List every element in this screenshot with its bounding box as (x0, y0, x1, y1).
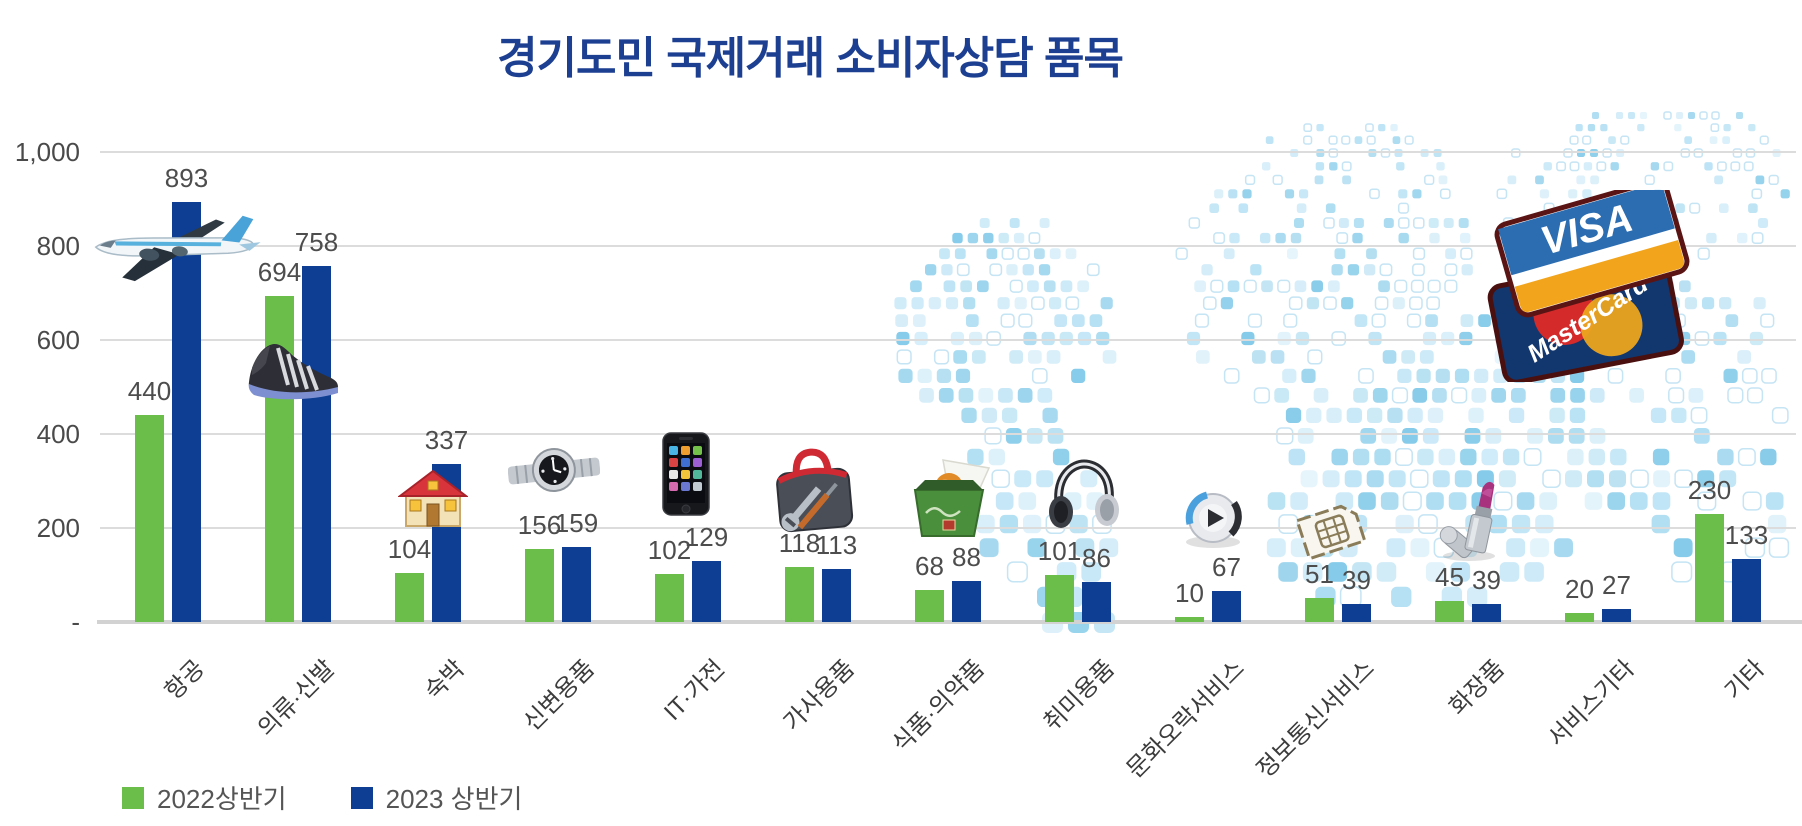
value-label: 440 (127, 376, 172, 407)
bar (692, 561, 721, 622)
value-label: 88 (952, 541, 981, 572)
value-label: 159 (554, 508, 599, 539)
y-axis-tick-label: 1,000 (14, 137, 80, 167)
legend-swatch (122, 786, 144, 809)
legend-label: 2023 상반기 (385, 784, 523, 814)
bar (1695, 513, 1724, 622)
gridline (100, 245, 1796, 247)
airplane-icon (94, 215, 261, 282)
value-label: 758 (294, 226, 339, 257)
gridline (100, 339, 1796, 341)
bar (785, 566, 814, 622)
bar (822, 568, 851, 622)
value-label: 133 (1724, 520, 1769, 551)
chart-title: 경기도민 국제거래 소비자상담 품목 (497, 34, 1124, 83)
bar (1305, 598, 1334, 622)
value-label: 113 (815, 529, 858, 560)
house-icon (398, 469, 468, 527)
value-label: 39 (1472, 564, 1501, 595)
gridline (100, 151, 1796, 153)
bar (562, 547, 591, 622)
value-label: 102 (647, 535, 692, 566)
bar (302, 265, 331, 622)
bar (1565, 612, 1594, 622)
value-label: 45 (1435, 561, 1464, 592)
value-label: 104 (387, 534, 432, 565)
legend-item: 2022상반기 (122, 779, 287, 816)
y-axis-tick-label: - (71, 607, 80, 637)
bar (1472, 603, 1501, 622)
media-player-icon (1185, 491, 1242, 548)
value-label: 27 (1602, 570, 1631, 601)
value-label: 39 (1342, 564, 1371, 595)
bar (135, 415, 164, 622)
smartphone-icon (662, 432, 710, 516)
credit-cards-icon: MasterCard VISA (1487, 190, 1690, 382)
legend: 2022상반기 2023 상반기 (122, 779, 522, 816)
value-label: 86 (1082, 542, 1111, 573)
bar (1435, 600, 1464, 622)
bar (915, 590, 944, 622)
gridline (100, 433, 1796, 435)
value-label: 129 (684, 522, 729, 553)
y-axis-tick-label: 800 (36, 231, 80, 261)
value-label: 156 (517, 509, 562, 540)
bar (1045, 574, 1074, 622)
bar (655, 574, 684, 622)
y-axis-tick-label: 400 (36, 419, 80, 449)
value-label: 67 (1212, 551, 1241, 582)
value-label: 118 (778, 527, 821, 558)
legend-swatch (350, 786, 373, 809)
bar (1175, 617, 1204, 622)
bar (1342, 603, 1371, 622)
bar (395, 573, 424, 622)
y-axis-tick-label: 600 (36, 325, 80, 355)
x-axis-line (97, 620, 1802, 624)
value-label: 337 (424, 424, 469, 455)
bar (1602, 609, 1631, 622)
bar (1082, 581, 1111, 622)
value-label: 68 (915, 551, 944, 582)
bar (1212, 590, 1241, 622)
bar (1732, 559, 1761, 622)
value-label: 230 (1687, 474, 1732, 505)
headphones-icon (1049, 459, 1119, 528)
value-label: 10 (1175, 578, 1204, 609)
wristwatch-icon (508, 448, 600, 493)
lipstick-icon (1439, 481, 1495, 561)
value-label: 893 (164, 163, 209, 194)
legend-item: 2023 상반기 (350, 779, 523, 816)
visa-card: VISA (1494, 190, 1690, 318)
value-label: 694 (257, 256, 302, 287)
y-axis-tick-label: 200 (36, 513, 80, 543)
toolbox-icon (776, 448, 854, 533)
sim-card-icon (1295, 504, 1367, 561)
value-label: 20 (1565, 573, 1594, 604)
food-box-icon (913, 459, 991, 537)
bar (525, 548, 554, 622)
value-label: 101 (1037, 535, 1082, 566)
legend-label: 2022상반기 (157, 784, 287, 814)
sneaker-icon (248, 343, 338, 400)
bar (172, 202, 201, 622)
value-label: 51 (1305, 559, 1334, 590)
bar (952, 580, 981, 622)
